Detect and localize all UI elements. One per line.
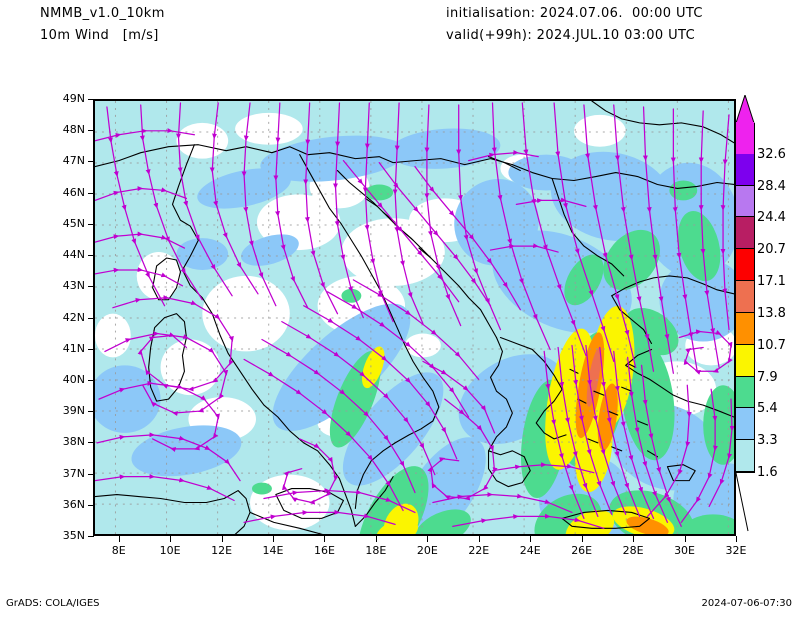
lon-tick-label: 24E <box>519 544 541 557</box>
lat-tick-mark <box>88 348 94 350</box>
lat-tick-mark <box>88 473 94 475</box>
lon-tick-label: 26E <box>571 544 593 557</box>
colorbar-segment <box>736 281 754 313</box>
lat-tick-label: 37N <box>62 466 85 480</box>
map-plot-area <box>93 99 736 536</box>
lon-tick-label: 18E <box>365 544 387 557</box>
lon-tick-mark <box>118 536 120 542</box>
lat-tick-label: 39N <box>62 404 85 418</box>
lat-tick-mark <box>88 223 94 225</box>
lat-tick-label: 36N <box>62 497 85 511</box>
model-title: NMMB_v1.0_10km <box>40 6 165 21</box>
colorbar-segment <box>736 312 754 345</box>
wind-streamlines <box>95 102 734 529</box>
lon-tick-mark <box>633 536 635 542</box>
colorbar-tick-label: 7.9 <box>757 369 778 385</box>
lon-tick-label: 8E <box>111 544 126 557</box>
lat-tick-mark <box>88 161 94 163</box>
colorbar-max-arrow <box>735 95 755 124</box>
lat-tick-mark <box>88 504 94 506</box>
lat-tick-mark <box>88 286 94 288</box>
lat-tick-label: 49N <box>62 92 85 105</box>
lon-tick-label: 22E <box>468 544 490 557</box>
colorbar-tick-label: 24.4 <box>757 210 786 226</box>
colorbar-tick-label: 1.6 <box>757 465 778 480</box>
colorbar-tick-label: 13.8 <box>757 305 786 321</box>
lon-tick-mark <box>530 536 532 542</box>
lat-tick-mark <box>88 255 94 257</box>
lat-tick-label: 42N <box>62 310 85 324</box>
colorbar-segment <box>736 376 754 409</box>
colorbar-segment <box>736 408 754 441</box>
lon-tick-mark <box>221 536 223 542</box>
lat-tick-mark <box>88 536 94 537</box>
lon-tick-label: 30E <box>674 544 696 557</box>
lat-tick-label: 44N <box>62 248 85 262</box>
footer-timestamp: 2024-07-06-07:30 <box>701 598 792 609</box>
lat-tick-label: 38N <box>62 435 85 449</box>
lon-tick-mark <box>736 536 737 542</box>
field-title: 10m Wind [m/s] <box>40 28 159 43</box>
lat-tick-label: 48N <box>62 123 85 137</box>
lon-tick-label: 32E <box>725 544 747 557</box>
lon-tick-mark <box>324 536 326 542</box>
colorbar-segment <box>736 185 754 218</box>
lat-tick-label: 40N <box>62 372 85 386</box>
lat-tick-mark <box>88 411 94 413</box>
lon-tick-mark <box>427 536 429 542</box>
lat-tick-mark <box>88 99 94 100</box>
colorbar-min-tail <box>735 473 749 532</box>
lon-tick-mark <box>375 536 377 542</box>
lat-tick-label: 43N <box>62 279 85 293</box>
colorbar-tick-label: 20.7 <box>757 242 786 258</box>
lon-tick-label: 20E <box>416 544 438 557</box>
lon-tick-mark <box>170 536 172 542</box>
lon-tick-mark <box>273 536 275 542</box>
lat-tick-label: 41N <box>62 341 85 355</box>
colorbar-segment <box>736 122 754 154</box>
lat-tick-label: 46N <box>62 185 85 199</box>
colorbar-segment <box>736 344 754 377</box>
lon-tick-label: 16E <box>313 544 335 557</box>
lat-tick-mark <box>88 130 94 132</box>
colorbar-tick-label: 10.7 <box>757 337 786 353</box>
valid-time: valid(+99h): 2024.JUL.10 03:00 UTC <box>446 28 696 43</box>
colorbar-segment <box>736 217 754 250</box>
lon-tick-label: 28E <box>622 544 644 557</box>
lat-tick-mark <box>88 379 94 381</box>
colorbar-segment <box>736 249 754 282</box>
lat-tick-label: 35N <box>62 529 85 542</box>
lon-tick-label: 12E <box>211 544 233 557</box>
lon-tick-mark <box>478 536 480 542</box>
colorbar-segment <box>736 153 754 186</box>
footer-credit: GrADS: COLA/IGES <box>6 598 100 609</box>
initialisation-time: initialisation: 2024.07.06. 00:00 UTC <box>446 6 703 21</box>
lat-tick-mark <box>88 192 94 194</box>
colorbar <box>735 122 755 473</box>
lat-tick-mark <box>88 442 94 444</box>
colorbar-tick-label: 32.6 <box>757 146 786 162</box>
colorbar-tick-label: 17.1 <box>757 274 786 290</box>
lat-tick-label: 45N <box>62 216 85 230</box>
lat-tick-label: 47N <box>62 154 85 168</box>
colorbar-tick-label: 28.4 <box>757 178 786 194</box>
lon-tick-mark <box>684 536 686 542</box>
colorbar-tick-label: 3.3 <box>757 433 778 449</box>
lat-tick-mark <box>88 317 94 319</box>
lon-tick-label: 10E <box>159 544 181 557</box>
colorbar-tick-label: 5.4 <box>757 401 778 417</box>
colorbar-segment <box>736 440 754 472</box>
lon-tick-label: 14E <box>262 544 284 557</box>
lon-tick-mark <box>581 536 583 542</box>
